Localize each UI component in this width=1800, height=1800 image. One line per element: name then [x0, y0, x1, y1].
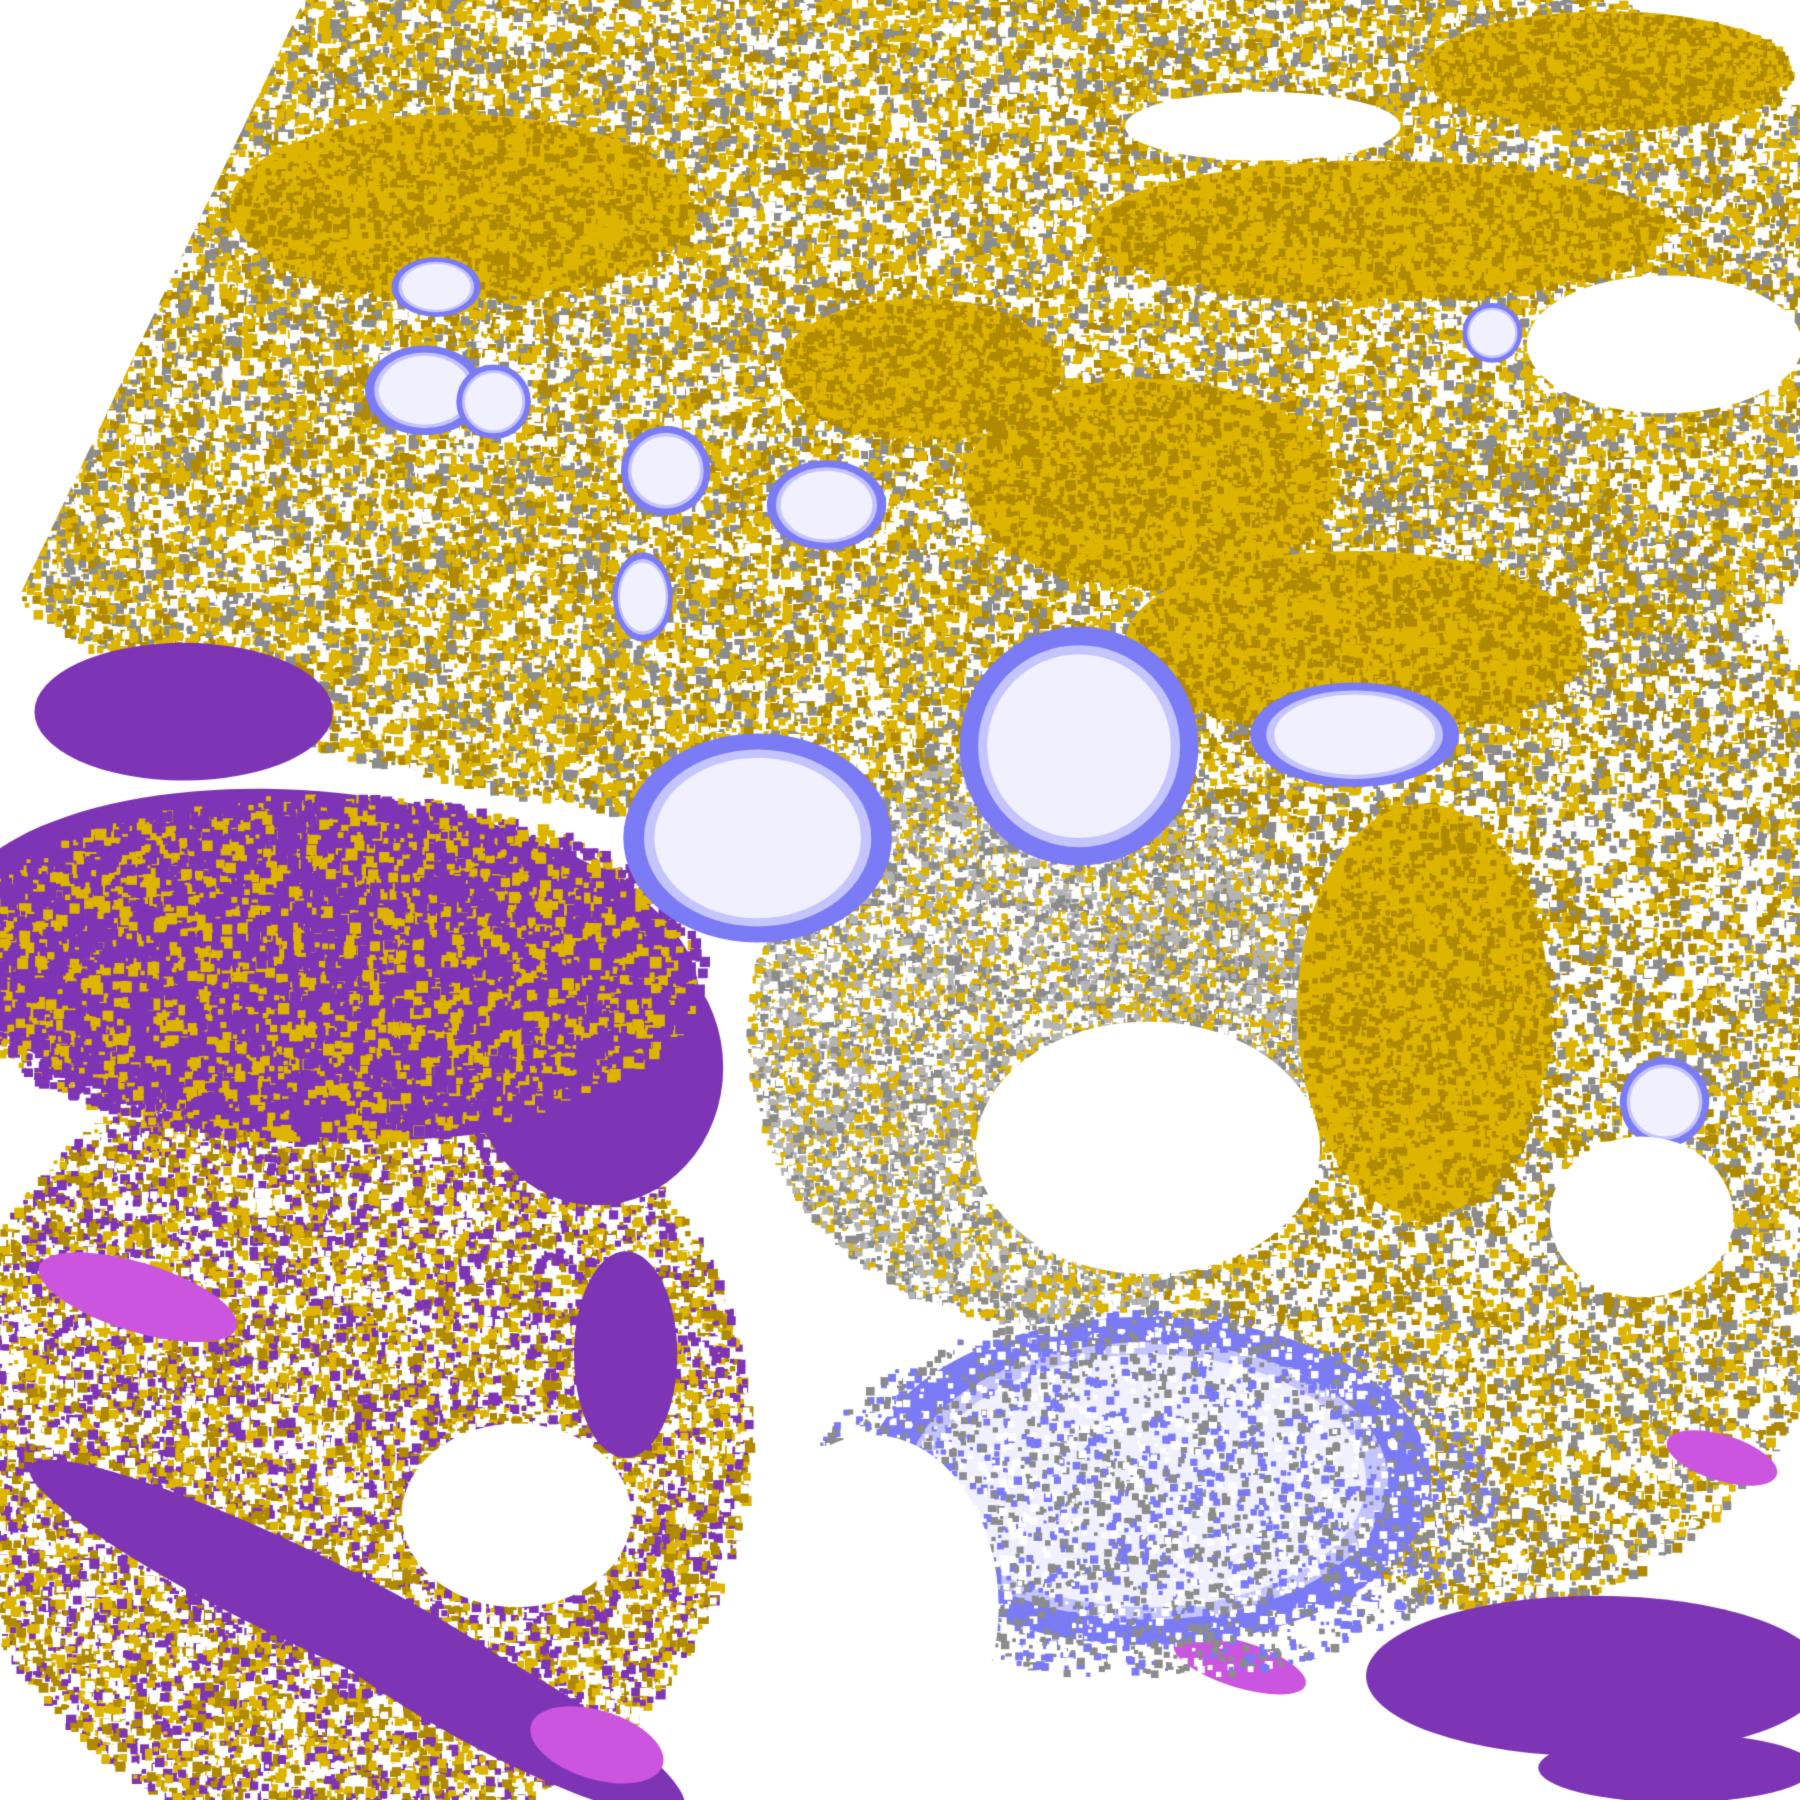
cloud-classification-image: [0, 0, 1800, 1800]
satellite-map: [0, 0, 1800, 1800]
